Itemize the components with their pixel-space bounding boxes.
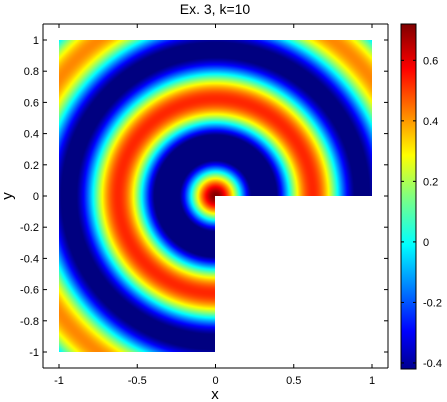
colorbar-gradient: [400, 23, 417, 370]
x-axis-label: x: [211, 386, 219, 402]
y-tick-label: 0: [33, 191, 39, 203]
y-tick-label: 0.8: [24, 66, 39, 78]
y-tick-label: 0.6: [24, 97, 39, 109]
y-tick-label: -0.4: [20, 253, 39, 265]
y-tick-label: -1: [29, 347, 39, 359]
colorbar: 0.6 0.4 0.2 0 -0.2 -0.4: [400, 23, 442, 370]
colorbar-tick-label: 0: [423, 237, 429, 249]
colorbar-tick-label: 0.2: [423, 176, 438, 188]
y-tick-label: 0.4: [24, 129, 39, 141]
x-tick-label: -0.5: [128, 375, 147, 387]
y-tick-label: -0.8: [20, 316, 39, 328]
colorbar-tick-label: 0.6: [423, 55, 438, 67]
x-tick-label: 0.5: [286, 375, 301, 387]
x-axis: -1 -0.5 0 0.5 1: [43, 24, 388, 387]
colorbar-tick-label: 0.4: [423, 116, 438, 128]
y-tick-label: 1: [33, 35, 39, 47]
heatmap-image: [59, 40, 372, 352]
y-axis: 1 0.8 0.6 0.4 0.2 0 -0.2 -0.4 -0.6 -0.8 -1: [20, 24, 388, 368]
x-tick-label: -1: [54, 375, 64, 387]
heatmap-field: [59, 40, 372, 352]
colorbar-ticks: 0.6 0.4 0.2 0 -0.2 -0.4: [401, 55, 442, 370]
x-tick-label: 0: [212, 375, 218, 387]
y-tick-label: -0.2: [20, 222, 39, 234]
colorbar-tick-label: -0.2: [423, 297, 442, 309]
colorbar-tick-label: -0.4: [423, 358, 442, 370]
y-axis-label: y: [0, 192, 16, 200]
y-tick-label: 0.2: [24, 160, 39, 172]
chart-title: Ex. 3, k=10: [180, 1, 251, 17]
y-tick-label: -0.6: [20, 285, 39, 297]
x-tick-label: 1: [369, 375, 375, 387]
